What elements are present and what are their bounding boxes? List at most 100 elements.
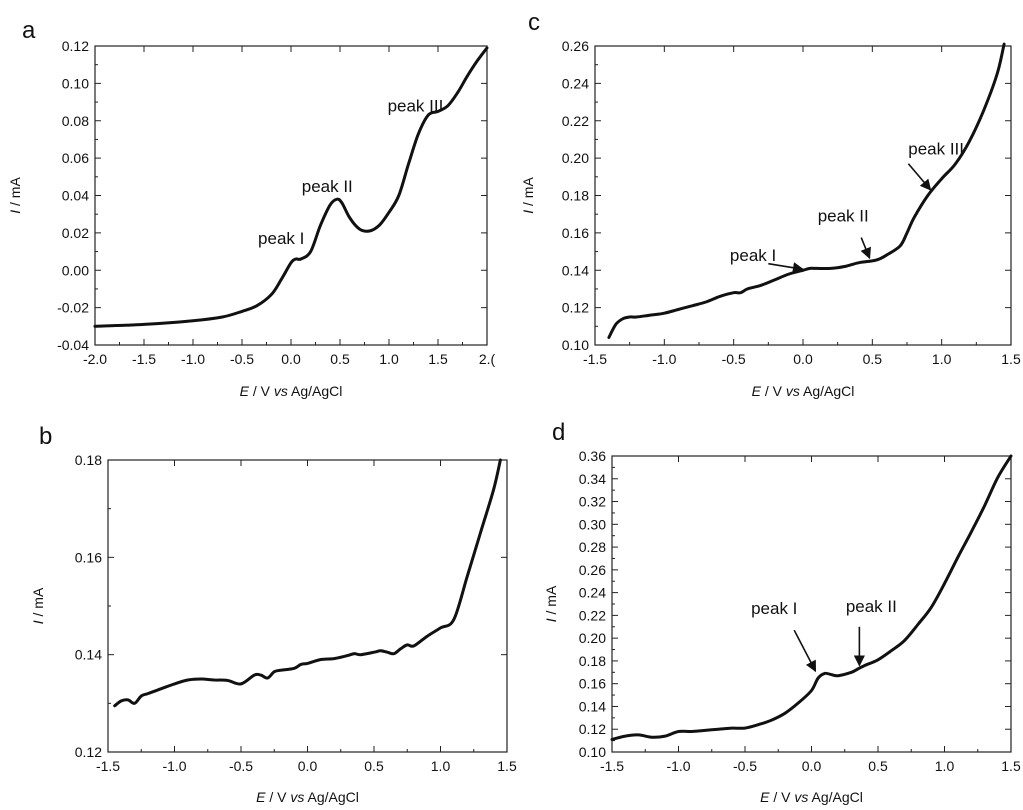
- y-axis-label-symbol: I: [520, 210, 536, 214]
- y-tick-label: 0.02: [62, 225, 89, 241]
- y-tick-label: 0.04: [62, 188, 89, 204]
- x-tick-label: 0.0: [802, 758, 822, 774]
- x-tick-label: 0.5: [330, 351, 350, 367]
- y-axis-label-symbol: I: [30, 620, 46, 624]
- peak-annotation: peak I: [730, 246, 776, 265]
- x-tick-label: -1.0: [666, 758, 690, 774]
- panel-letter: a: [22, 17, 36, 44]
- y-tick-label: 0.32: [579, 494, 606, 510]
- peak-annotation: peak II: [846, 597, 897, 616]
- x-tick-label: 1.5: [428, 351, 448, 367]
- y-tick-label: 0.14: [579, 698, 606, 714]
- x-axis-label: E / V vs Ag/AgCl: [760, 789, 863, 805]
- x-axis-label-reference: Ag/AgCl: [304, 789, 358, 805]
- x-axis-label-unit: / V: [761, 383, 786, 399]
- x-axis-label: E / V vs Ag/AgCl: [752, 383, 855, 399]
- y-tick-label: 0.12: [75, 744, 102, 760]
- x-tick-label: 1.0: [379, 351, 399, 367]
- chart-panel-d: -1.5 -1.0 -0.5 0.0 0.5 1.0 1.5 0.10 0.12 0.14 0.16…: [543, 419, 1021, 805]
- x-tick-label: 0.5: [863, 351, 883, 367]
- y-tick-label: 0.24: [579, 585, 606, 601]
- chart-panel-c: -1.5 -1.0 -0.5 0.0 0.5 1.0 1.5 0.10 0.12 0.14 0.16…: [520, 9, 1021, 399]
- x-tick-label: 1.5: [1001, 758, 1021, 774]
- x-tick-label: -0.5: [733, 758, 757, 774]
- x-axis-label-reference: Ag/AgCl: [288, 383, 342, 399]
- x-axis-label-symbol: E: [256, 789, 266, 805]
- y-tick-label: 0.28: [579, 539, 606, 555]
- y-tick-label: 0.20: [562, 150, 589, 166]
- annotation-arrow: [793, 629, 817, 673]
- peak-annotation: peak I: [258, 229, 304, 248]
- y-tick-label: 0.16: [75, 549, 102, 565]
- x-tick-label: -2.0: [83, 351, 107, 367]
- y-tick-label: 0.08: [62, 113, 89, 129]
- y-axis-label-unit: / mA: [30, 587, 46, 620]
- x-tick-label: 1.0: [932, 351, 952, 367]
- x-tick-label: -1.0: [652, 351, 676, 367]
- annotation-arrow: [860, 237, 871, 260]
- x-tick-label: 2.(: [479, 351, 496, 367]
- x-tick-label: 0.0: [298, 758, 318, 774]
- y-tick-label: 0.30: [579, 516, 606, 532]
- y-tick-label: 0.10: [62, 75, 89, 91]
- x-tick-label: 0.0: [793, 351, 813, 367]
- x-tick-label: -1.5: [132, 351, 156, 367]
- x-tick-label: -1.0: [181, 351, 205, 367]
- plot-frame: [611, 455, 1012, 753]
- y-tick-label: 0.12: [62, 38, 89, 54]
- x-tick-label: 0.0: [281, 351, 301, 367]
- y-tick-label: 0.10: [579, 744, 606, 760]
- x-tick-label: -0.5: [230, 351, 254, 367]
- x-axis-label-vs: vs: [794, 789, 808, 805]
- y-tick-label: 0.34: [579, 471, 606, 487]
- x-tick-label: -1.5: [583, 351, 607, 367]
- y-tick-label: 0.26: [579, 562, 606, 578]
- panel-letter: d: [552, 419, 565, 446]
- y-axis-label: I / mA: [7, 177, 23, 214]
- data-series-line: [113, 458, 502, 708]
- y-tick-label: 0.36: [579, 448, 606, 464]
- x-axis-label-unit: / V: [769, 789, 794, 805]
- x-tick-label: 0.5: [868, 758, 888, 774]
- y-tick-label: 0.20: [579, 630, 606, 646]
- data-series-line: [93, 46, 489, 328]
- y-tick-label: 0.22: [579, 607, 606, 623]
- plot-frame: [94, 45, 488, 346]
- x-axis-label-unit: / V: [265, 789, 290, 805]
- x-tick-label: -1.0: [162, 758, 186, 774]
- x-axis-label-vs: vs: [290, 789, 304, 805]
- x-axis-label-symbol: E: [752, 383, 762, 399]
- y-tick-label: 0.16: [562, 225, 589, 241]
- x-tick-label: 1.5: [497, 758, 517, 774]
- y-axis-label: I / mA: [543, 585, 559, 622]
- x-axis-label: E / V vs Ag/AgCl: [256, 789, 359, 805]
- x-axis-label-reference: Ag/AgCl: [800, 383, 854, 399]
- y-axis-label-unit: / mA: [7, 177, 23, 210]
- chart-panel-b: -1.5 -1.0 -0.5 0.0 0.5 1.0 1.5 0.12 0.14 0.16 0.18…: [30, 423, 517, 805]
- x-axis-label: E / V vs Ag/AgCl: [240, 383, 343, 399]
- y-axis-label-unit: / mA: [543, 585, 559, 618]
- x-axis-label-symbol: E: [240, 383, 250, 399]
- plot-frame: [107, 459, 508, 753]
- peak-annotation: peak I: [751, 599, 797, 618]
- y-axis-label: I / mA: [30, 587, 46, 624]
- y-tick-label: 0.06: [62, 150, 89, 166]
- y-tick-label: 0.00: [62, 262, 89, 278]
- data-series-line: [610, 454, 1013, 741]
- x-axis-label-vs: vs: [274, 383, 288, 399]
- y-tick-label: 0.22: [562, 113, 589, 129]
- annotation-arrow: [907, 163, 932, 191]
- y-tick-label: -0.02: [57, 300, 89, 316]
- y-tick-label: 0.14: [75, 647, 102, 663]
- y-tick-label: 0.16: [579, 676, 606, 692]
- y-tick-label: 0.18: [579, 653, 606, 669]
- y-axis-label-symbol: I: [543, 618, 559, 622]
- panel-letter: c: [528, 9, 540, 36]
- x-tick-label: 0.5: [364, 758, 384, 774]
- y-tick-label: -0.04: [57, 337, 89, 353]
- x-axis-label-vs: vs: [786, 383, 800, 399]
- x-tick-label: -0.5: [722, 351, 746, 367]
- peak-annotation: peak III: [908, 139, 964, 158]
- y-tick-label: 0.10: [562, 337, 589, 353]
- peak-annotation: peak III: [388, 96, 444, 115]
